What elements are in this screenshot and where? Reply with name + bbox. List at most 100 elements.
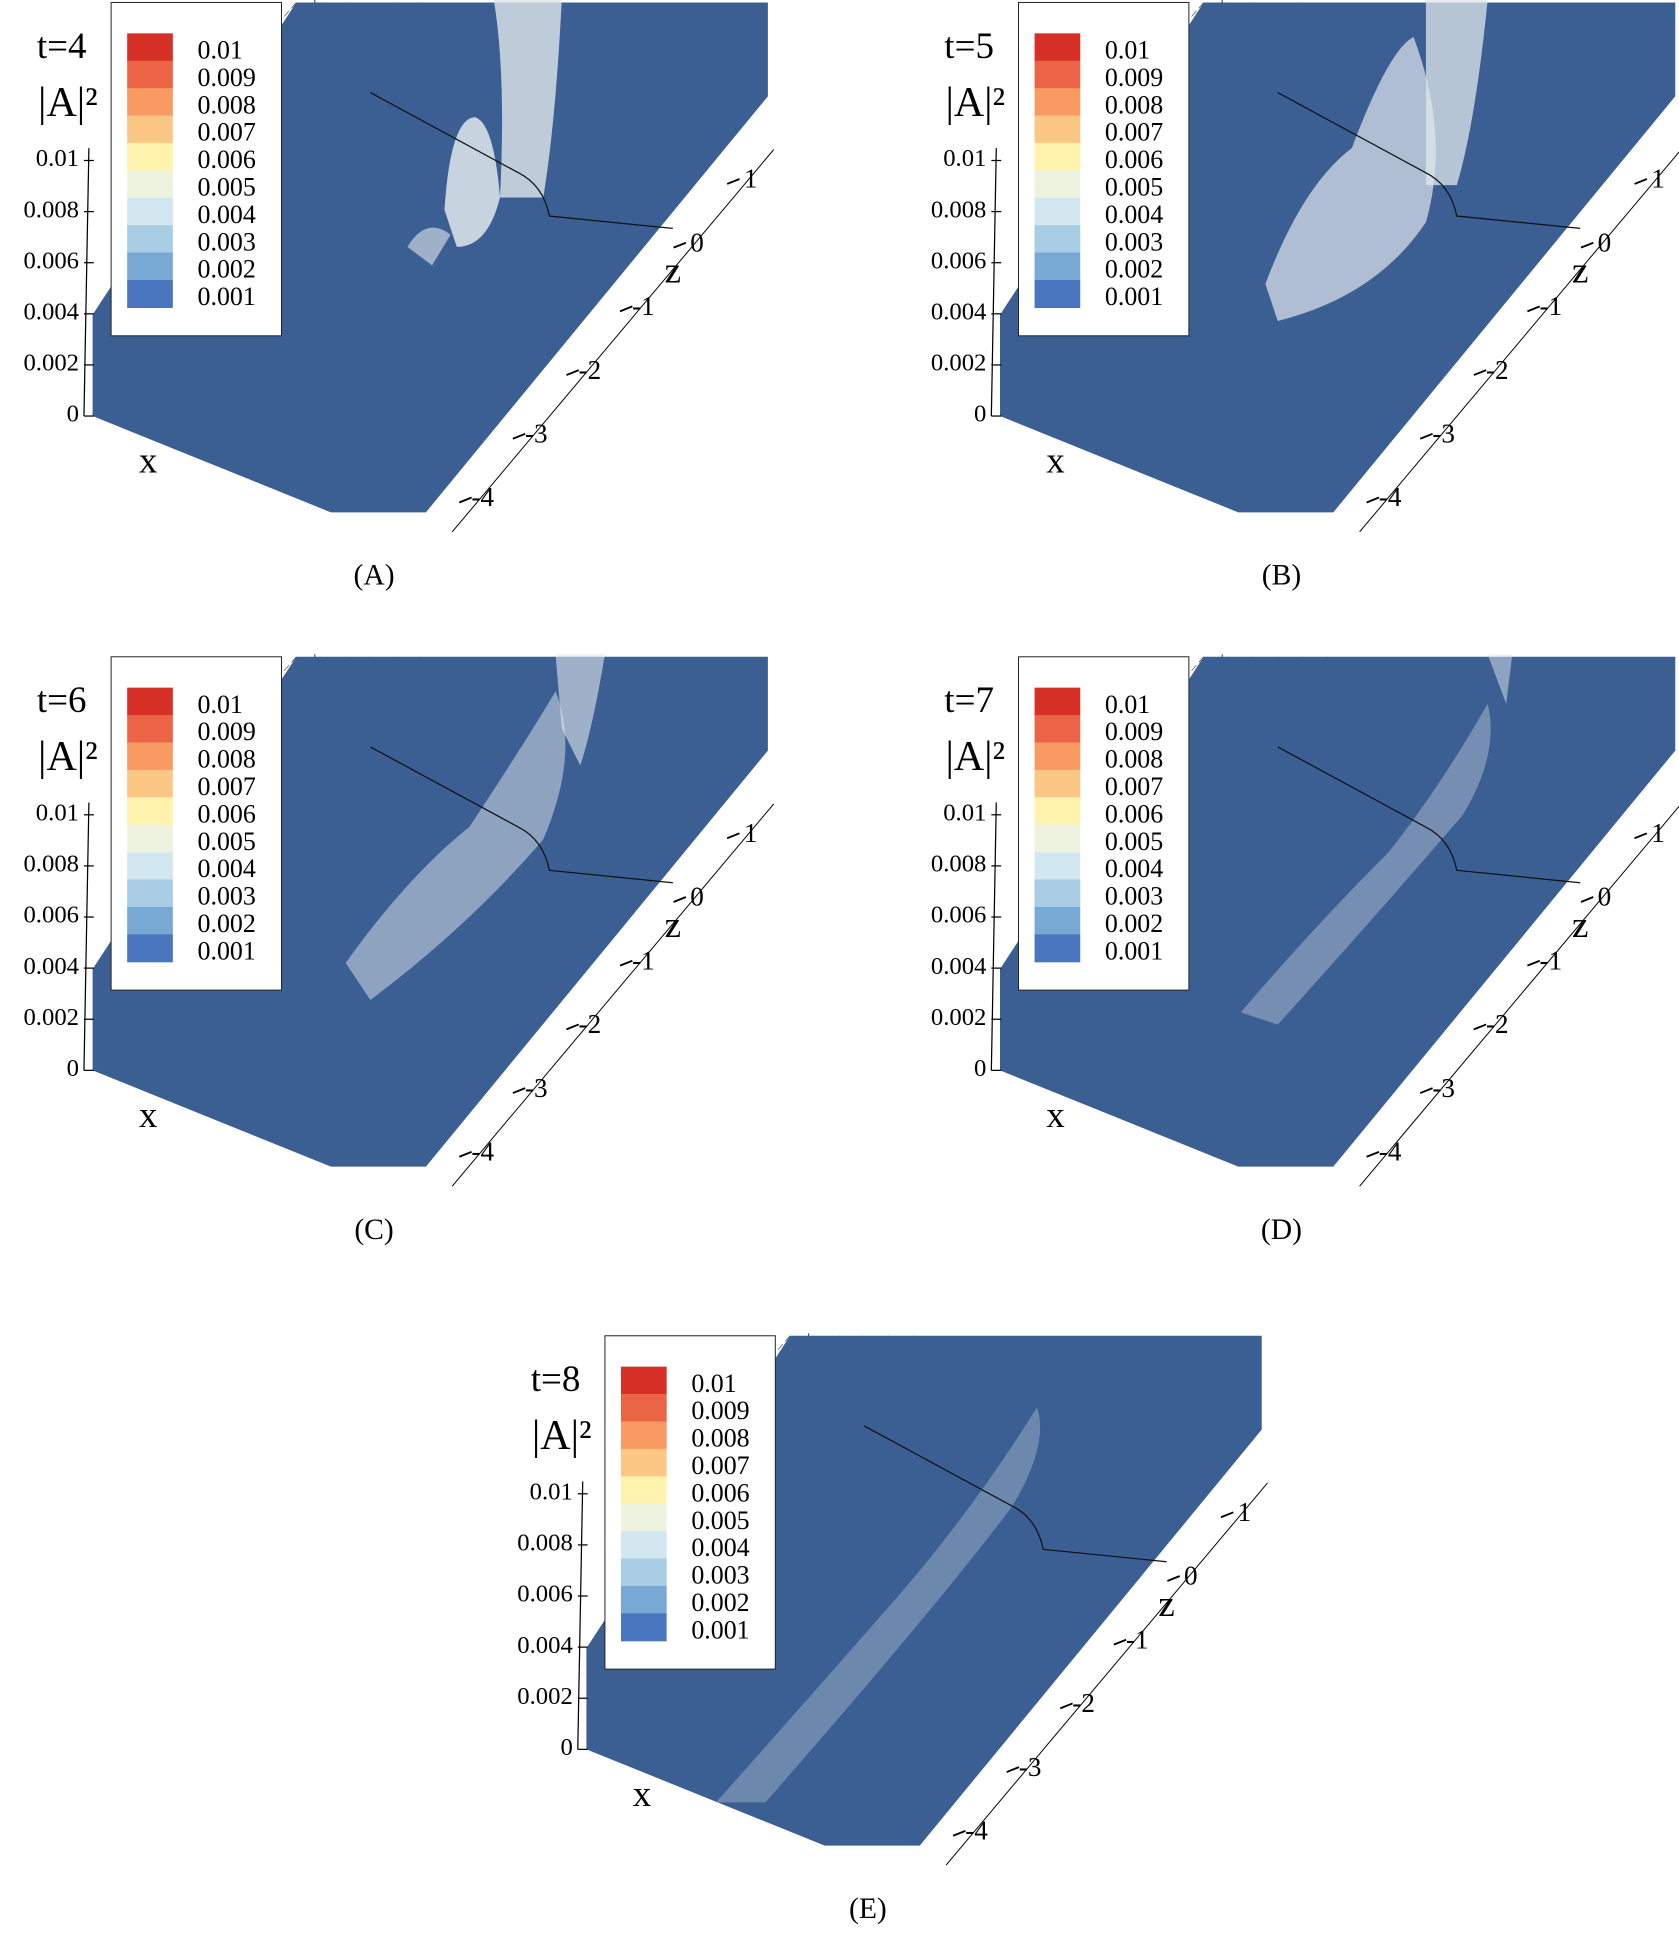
panel-caption: (D) (1261, 1214, 1302, 1246)
legend-label: 0.009 (1105, 63, 1163, 92)
legend-swatch (127, 33, 173, 62)
legend-swatch (127, 88, 173, 117)
z-axis-label: |A|² (532, 1413, 592, 1459)
z-tick-label: 0.01 (530, 1478, 573, 1505)
surface-ridge (1265, 37, 1436, 321)
surface-ridge (444, 117, 501, 247)
contour-line (1277, 746, 1581, 884)
y-tick-label: 0 (1598, 882, 1612, 912)
y-axis-label: z (1158, 1584, 1174, 1625)
y-tick-label: 0 (1184, 1561, 1198, 1591)
legend-label: 0.004 (1105, 854, 1163, 883)
y-tick-label: -1 (1540, 945, 1563, 975)
legend-swatch (1034, 142, 1081, 171)
legend-label: 0.007 (198, 118, 256, 147)
legend-label: 0.009 (1105, 717, 1163, 746)
y-tick (1634, 178, 1648, 185)
legend-label: 0.004 (198, 854, 256, 883)
y-tick-label: -2 (1486, 355, 1509, 385)
y-tick-label: 1 (1651, 164, 1665, 194)
legend-swatch (1034, 715, 1081, 744)
legend-label: 0.005 (691, 1506, 749, 1535)
y-tick-label: 1 (1651, 818, 1665, 848)
y-tick (566, 369, 580, 376)
y-tick (1366, 1150, 1380, 1158)
legend-label: 0.01 (198, 35, 243, 64)
legend-swatch (1034, 797, 1081, 826)
legend-label: 0.008 (1105, 745, 1163, 774)
y-tick-label: -2 (1072, 1688, 1095, 1718)
contour-line (370, 92, 673, 230)
legend-label: 0.001 (198, 282, 256, 311)
z-tick-label: 0.01 (943, 799, 986, 826)
contour-line (370, 746, 673, 884)
y-tick (512, 432, 526, 440)
legend-label: 0.009 (198, 63, 256, 92)
y-tick-label: 0 (690, 882, 704, 912)
y-tick-label: 0 (690, 227, 704, 257)
y-tick-label: -4 (471, 482, 494, 512)
y-tick-label: -3 (525, 1073, 548, 1103)
legend-swatch (1034, 60, 1081, 89)
y-tick (1419, 432, 1433, 440)
legend-label: 0.004 (198, 200, 256, 229)
y-tick-label: 0 (1598, 227, 1612, 257)
panel: 0 0.002 0.004 0.006 0.008 0.01 1 0 -1 -2 -3 -4 z x 0.0… (517, 1333, 1268, 1925)
y-tick (1220, 1511, 1234, 1519)
legend-label: 0.004 (1105, 200, 1163, 229)
y-tick (1113, 1638, 1127, 1646)
legend-swatch (127, 824, 173, 853)
legend-label: 0.003 (198, 227, 256, 256)
legend-label: 0.007 (198, 772, 256, 801)
y-tick-label: -1 (632, 291, 655, 321)
z-axis-label: |A|² (945, 734, 1005, 780)
z-axis (577, 1481, 584, 1750)
x-axis-label: x (139, 441, 158, 482)
panel-title: t=8 (531, 1359, 581, 1400)
legend-swatch (127, 879, 173, 908)
legend-swatch (127, 742, 173, 771)
y-tick-label: -4 (1379, 482, 1402, 512)
z-tick-label: 0.008 (23, 851, 79, 878)
z-tick-label: 0 (560, 1734, 572, 1761)
y-tick-label: -2 (579, 355, 602, 385)
z-tick-label: 0.002 (517, 1683, 573, 1710)
legend-label: 0.002 (1105, 255, 1163, 284)
legend-label: 0.006 (1105, 799, 1163, 828)
x-axis-label: x (139, 1095, 158, 1136)
z-tick-label: 0.004 (931, 298, 987, 325)
legend-swatch (127, 934, 173, 963)
y-tick-label: -1 (1126, 1624, 1149, 1654)
z-tick-label: 0.006 (23, 902, 79, 929)
legend-swatch (620, 1558, 667, 1587)
legend-swatch (127, 60, 173, 89)
y-axis-label: z (665, 905, 681, 946)
y-tick-label: 1 (1238, 1497, 1252, 1527)
surface-ridge (1487, 654, 1513, 704)
panel-title: t=6 (37, 680, 87, 721)
surface-ridge (407, 227, 451, 266)
y-tick (619, 305, 633, 313)
z-tick-label: 0.008 (517, 1530, 573, 1557)
z-tick-label: 0.008 (931, 196, 987, 223)
legend-label: 0.008 (1105, 90, 1163, 119)
legend-label: 0.006 (198, 145, 256, 174)
legend-label: 0.008 (691, 1424, 749, 1453)
legend-swatch (127, 769, 173, 798)
legend-swatch (620, 1421, 667, 1450)
contour-line (863, 1425, 1167, 1563)
y-tick-label: -3 (1432, 1073, 1455, 1103)
legend-swatch (1034, 824, 1081, 853)
legend-swatch (127, 715, 173, 744)
x-axis-label: x (1046, 1095, 1065, 1136)
panel: 0 0.002 0.004 0.006 0.008 0.01 1 0 -1 -2 -3 -4 z x 0.0… (23, 0, 775, 592)
legend-swatch (127, 687, 173, 716)
y-tick-label: -3 (525, 419, 548, 449)
legend-swatch (127, 142, 173, 171)
z-axis-label: |A|² (38, 80, 98, 126)
panel-title: t=5 (944, 26, 994, 67)
legend-swatch (127, 170, 173, 199)
legend-swatch (127, 115, 173, 144)
y-tick (458, 1150, 472, 1158)
x-axis-label: x (1046, 441, 1065, 482)
